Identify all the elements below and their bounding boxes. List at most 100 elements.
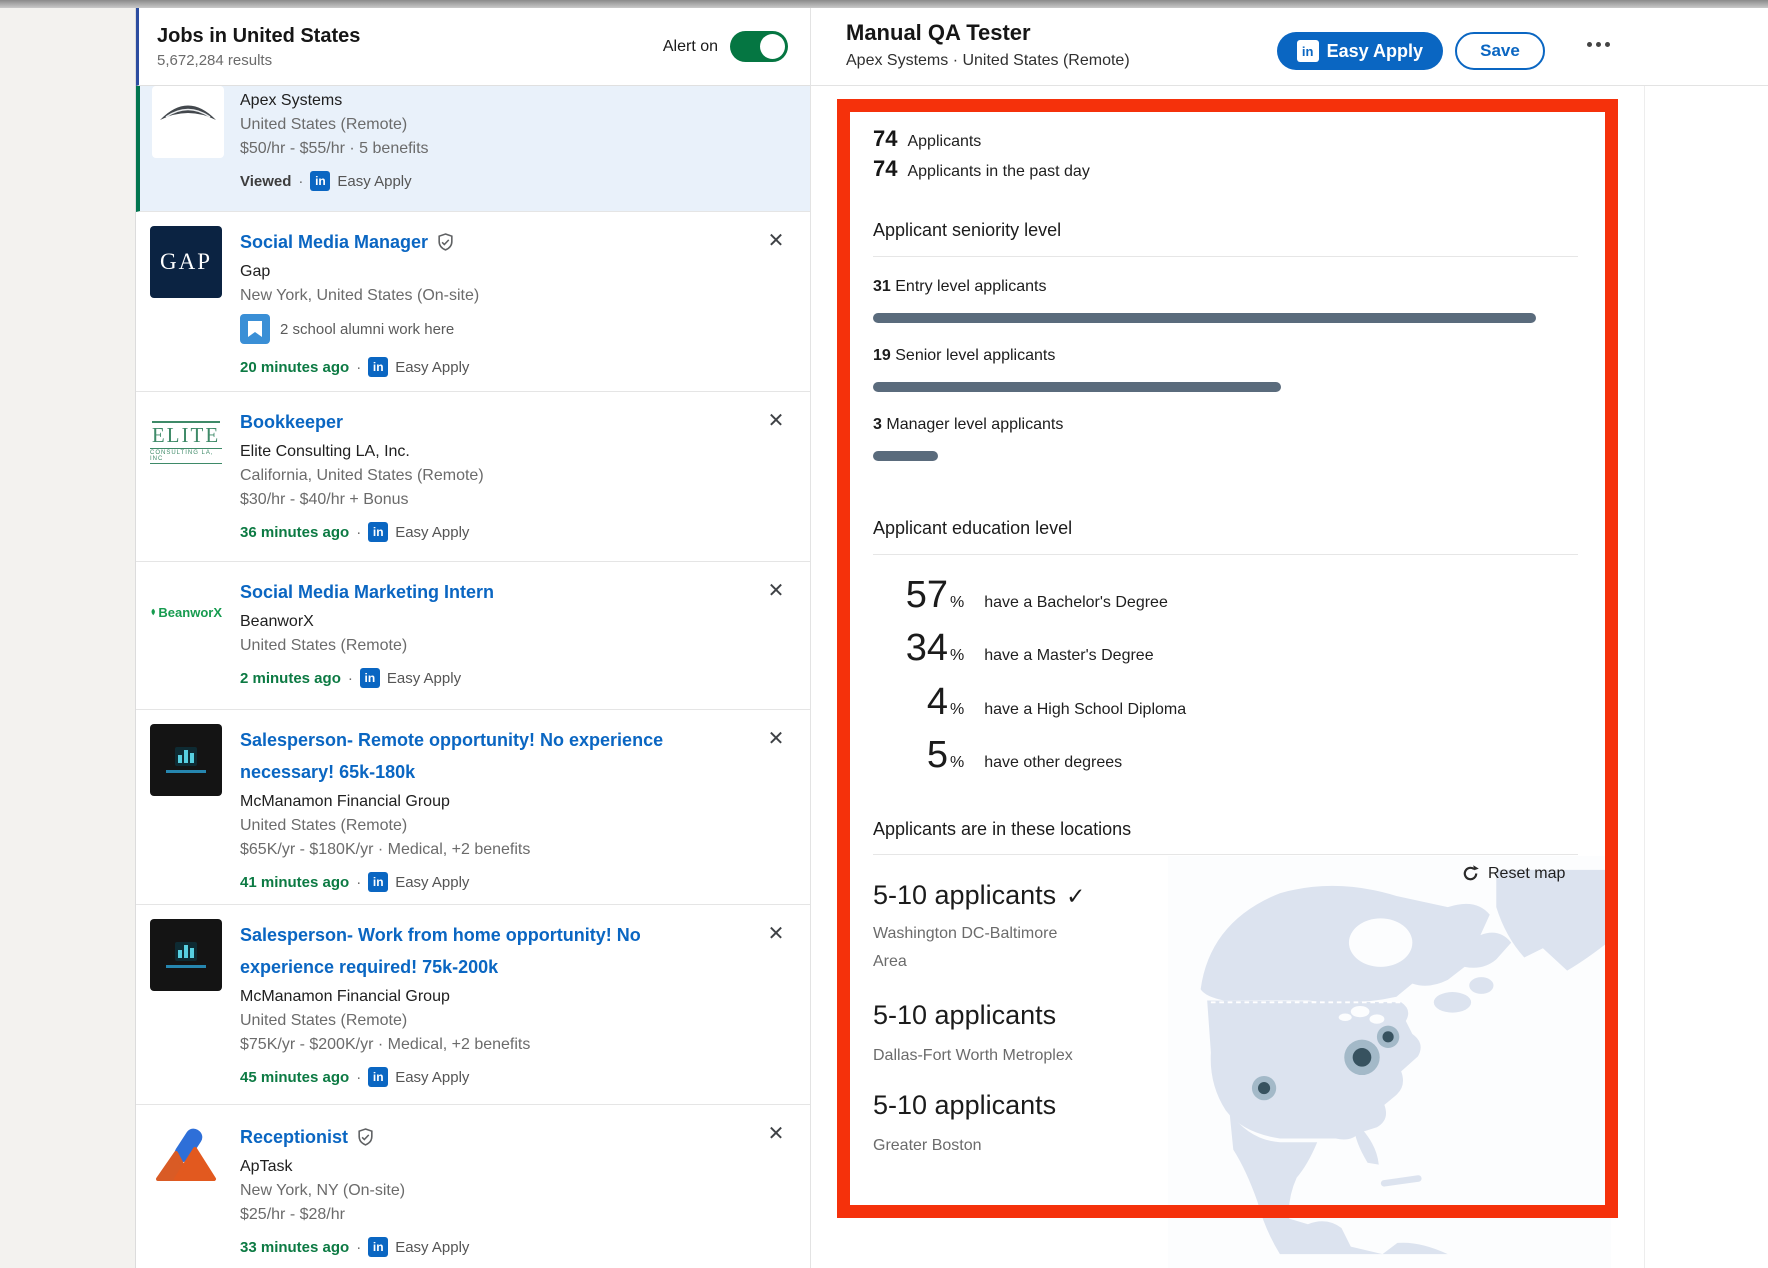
job-location: United States (Remote) [240,1012,408,1029]
job-card-social-media-manager[interactable]: GAP Social Media Manager Gap New York, U… [136,212,810,392]
seniority-row-label: 3 Manager level applicants [873,416,1064,433]
location-count: 5-10 applicants [873,1000,1057,1030]
divider [873,854,1578,855]
overflow-menu-icon[interactable] [1587,42,1610,47]
job-detail-panel: Manual QA Tester Apex Systems · United S… [810,8,1768,1268]
job-salary: $50/hr - $55/hr · 5 benefits [240,140,429,157]
linkedin-icon: in [368,1067,389,1087]
refresh-icon [1463,865,1479,881]
alert-toggle[interactable] [730,31,788,62]
seniority-section-title: Applicant seniority level [873,220,1062,240]
dismiss-job-button[interactable]: ✕ [767,409,785,432]
education-row: 57% have a Bachelor's Degree [873,574,1168,617]
job-company: ApTask [240,1158,293,1175]
divider [873,554,1578,555]
jobs-list-panel: Jobs in United States 5,672,284 results … [136,8,810,1268]
job-card-smm-intern[interactable]: BeanworX Social Media Marketing Intern B… [136,562,810,710]
job-location: United States (Remote) [240,817,408,834]
location-area: Greater Boston [873,1137,982,1154]
job-salary: $75K/yr - $200K/yr · Medical, +2 benefit… [240,1036,531,1053]
location-area: Washington DC-Baltimore Area [873,925,1058,970]
job-title-link[interactable]: Salesperson- Remote opportunity! No expe… [240,730,664,782]
page-gutter [0,8,136,1268]
alumni-insight: 2 school alumni work here [280,320,455,338]
job-card-bookkeeper[interactable]: ELITE CONSULTING LA, INC Bookkeeper Elite… [136,392,810,562]
dismiss-job-button[interactable]: ✕ [767,229,785,252]
dismiss-job-button[interactable]: ✕ [767,579,785,602]
verified-shield-icon [438,232,453,251]
location-area: Dallas-Fort Worth Metroplex [873,1047,1073,1064]
job-title-link[interactable]: Social Media Manager [240,226,680,258]
linkedin-icon: in [1296,40,1319,62]
job-location: New York, NY (On-site) [240,1182,406,1199]
mcmanamon-logo [150,724,222,796]
easy-apply-label: Easy Apply [395,523,470,541]
apex-systems-logo [152,86,224,158]
easy-apply-label: Easy Apply [395,1068,470,1086]
job-title-link[interactable]: Bookkeeper [240,412,344,432]
job-company: Elite Consulting LA, Inc. [240,443,410,460]
education-label: have a Bachelor's Degree [984,594,1168,611]
job-location: New York, United States (On-site) [240,287,480,304]
easy-apply-label: Easy Apply [337,172,412,190]
jobs-list: Apex Systems United States (Remote) $50/… [136,86,810,1268]
job-card-salesperson-remote[interactable]: Salesperson- Remote opportunity! No expe… [136,710,810,905]
posted-time: 36 minutes ago [240,523,350,541]
easy-apply-label: Easy Apply [395,1238,470,1256]
mcmanamon-logo [150,919,222,991]
school-icon [240,314,270,344]
seniority-row-label: 19 Senior level applicants [873,347,1056,364]
education-pct: 57 [905,574,948,616]
jobs-list-header: Jobs in United States 5,672,284 results … [136,8,810,86]
browser-edge-strip [0,0,1768,8]
location-count: 5-10 applicants [873,1090,1057,1120]
locations-section-title: Applicants are in these locations [873,819,1132,839]
verified-shield-icon [358,1127,373,1146]
job-location: United States (Remote) [240,116,408,133]
easy-apply-label: Easy Apply [395,358,470,376]
posted-time: 2 minutes ago [240,669,341,687]
viewed-label: Viewed [240,172,292,190]
panel-edge-divider [1644,86,1645,1268]
toggle-knob [760,34,785,59]
job-card-receptionist[interactable]: Receptionist ApTask New York, NY (On-sit… [136,1105,810,1268]
job-salary: $25/hr - $28/hr [240,1206,345,1223]
divider [873,256,1578,257]
easy-apply-button[interactable]: in Easy Apply [1276,32,1443,70]
dismiss-job-button[interactable]: ✕ [767,727,785,750]
posted-time: 45 minutes ago [240,1068,350,1086]
job-detail-subtitle: Apex Systems · United States (Remote) [846,52,1130,69]
education-label: have a Master's Degree [984,647,1154,664]
dismiss-job-button[interactable]: ✕ [767,922,785,945]
education-row: 4% have a High School Diploma [873,681,1186,724]
reset-map-button[interactable]: Reset map [1461,864,1565,883]
save-button[interactable]: Save [1455,32,1545,70]
linkedin-icon: in [368,522,389,542]
job-salary: $30/hr - $40/hr + Bonus [240,491,409,508]
job-title-link[interactable]: Receptionist [240,1121,680,1153]
education-row: 34% have a Master's Degree [873,627,1154,670]
gap-logo: GAP [150,226,222,298]
linkedin-icon: in [310,171,331,191]
job-card-salesperson-wfh[interactable]: Salesperson- Work from home opportunity!… [136,905,810,1105]
job-card-apex-selected[interactable]: Apex Systems United States (Remote) $50/… [136,86,810,212]
easy-apply-label: Easy Apply [395,873,470,891]
job-company: Gap [240,263,271,280]
dismiss-job-button[interactable]: ✕ [767,1122,785,1145]
job-title-link[interactable]: Social Media Marketing Intern [240,582,495,602]
posted-time: 33 minutes ago [240,1238,350,1256]
posted-time: 20 minutes ago [240,358,350,376]
elite-consulting-logo: ELITE CONSULTING LA, INC [150,406,222,478]
beanworx-logo: BeanworX [150,576,222,648]
map-dot-dallas [1251,1075,1277,1101]
job-detail-title: Manual QA Tester [846,20,1031,45]
job-title-link[interactable]: Salesperson- Work from home opportunity!… [240,925,641,977]
job-location: United States (Remote) [240,637,408,654]
check-icon: ✓ [1066,883,1086,909]
linkedin-icon: in [359,668,380,688]
job-salary: $65K/yr - $180K/yr · Medical, +2 benefit… [240,841,531,858]
linkedin-icon: in [368,1237,389,1257]
seniority-bar [873,313,1536,323]
aptask-logo [150,1119,222,1191]
applicant-locations-map[interactable] [1168,856,1611,1268]
